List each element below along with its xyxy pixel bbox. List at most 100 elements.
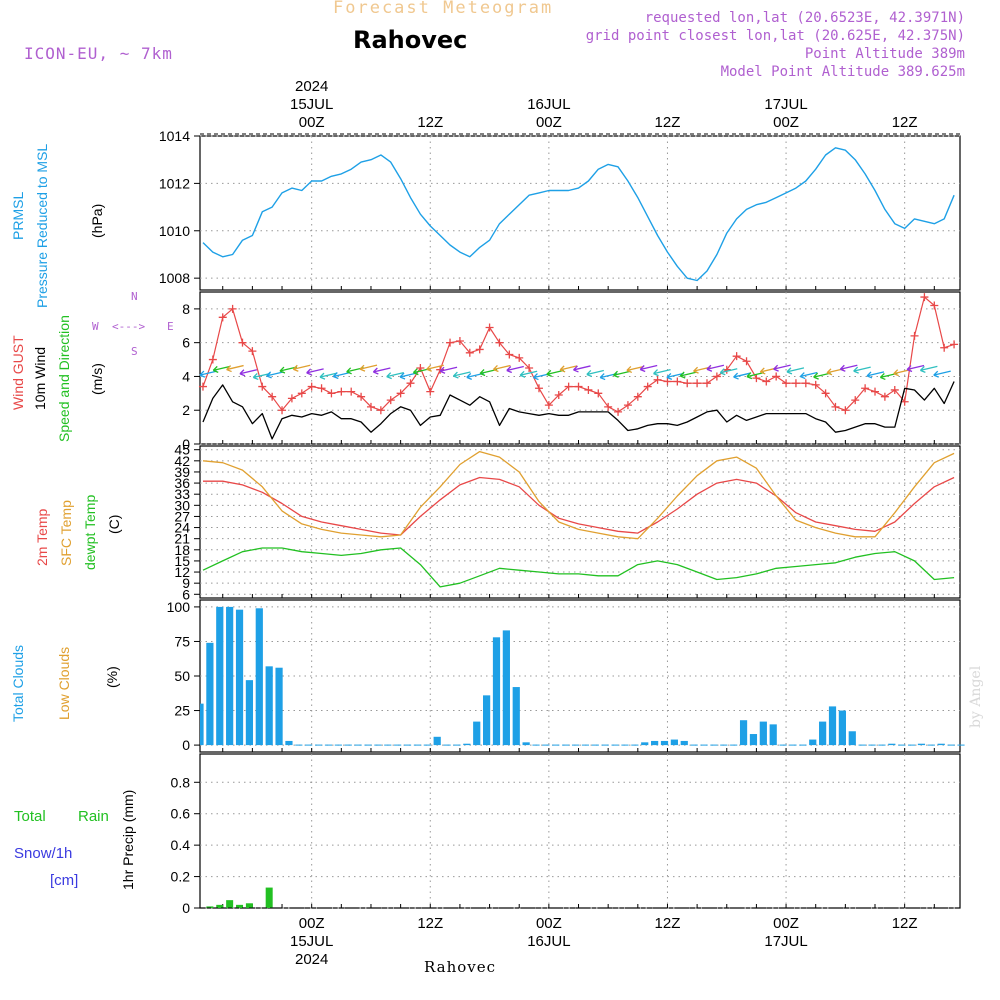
cloud-bar <box>483 695 491 746</box>
wind-direction-arrow <box>639 364 658 373</box>
top-time-label: 17JUL <box>764 96 807 113</box>
precip-bar <box>265 887 273 908</box>
clouds-ytick-label: 75 <box>174 633 190 649</box>
top-time-label: 12Z <box>892 114 918 131</box>
temperature-ytick-label: 18 <box>174 542 190 558</box>
wind-direction-arrow <box>906 364 925 373</box>
gust-point <box>337 387 346 396</box>
wind-direction-arrow <box>559 365 578 373</box>
temperature-ytick-label: 33 <box>174 486 190 502</box>
wind-label: 10m Wind <box>32 346 48 410</box>
clouds-ytick-label: 50 <box>174 668 190 684</box>
top-time-label: 12Z <box>655 114 681 131</box>
wind-ytick-label: 4 <box>182 368 190 384</box>
wind-series-line <box>202 381 955 440</box>
cloud-bar <box>512 687 520 746</box>
temperature-ytick-label: 39 <box>174 464 190 480</box>
precip-bar <box>216 904 224 908</box>
gust-point <box>950 340 959 349</box>
wind-direction-arrow <box>746 371 765 380</box>
product-title: Forecast Meteogram <box>333 0 554 18</box>
wind-direction-arrow <box>492 364 511 373</box>
wind-direction-arrow <box>239 369 258 377</box>
cloud-bar <box>819 721 827 746</box>
wind-ytick-label: 6 <box>182 335 190 351</box>
gust-point <box>208 355 217 364</box>
wind-ytick-label: 0 <box>182 436 190 452</box>
temperature-ytick-label: 15 <box>174 553 190 569</box>
gust-point <box>198 382 207 391</box>
clouds-ytick-label: 0 <box>182 737 190 753</box>
gust-point <box>880 392 889 401</box>
temp-unit: (C) <box>106 514 122 534</box>
gust-point <box>357 392 366 401</box>
point-altitude: Point Altitude 389m <box>804 46 965 62</box>
gust-point <box>297 389 306 398</box>
gust-point <box>890 385 899 394</box>
temperature-ytick-label: 24 <box>174 520 190 536</box>
clouds-ytick-label: 100 <box>167 599 191 615</box>
gust-point <box>446 338 455 347</box>
precip-unit: 1hr Precip (mm) <box>120 789 136 890</box>
cloud-bar <box>255 608 263 746</box>
snow-label: Snow/1h <box>14 845 73 862</box>
gust-point <box>930 301 939 310</box>
gust-point <box>228 304 237 313</box>
wind-direction-arrow <box>266 371 284 379</box>
wind-direction-arrow <box>439 366 458 374</box>
location-title: Rahovec <box>353 26 468 54</box>
cloud-bar <box>433 736 441 746</box>
wind-direction-arrow <box>933 370 951 378</box>
temperature-frame <box>199 445 961 599</box>
gust-point <box>248 347 257 356</box>
wind-unit: (m/s) <box>89 363 105 395</box>
gust-point <box>742 357 751 366</box>
gust-point <box>278 406 287 415</box>
footer-location: Rahovec <box>424 958 497 976</box>
precip-total-label: Total <box>14 808 46 825</box>
temperature-ytick-label: 12 <box>174 564 190 580</box>
cloud-bar <box>235 609 244 746</box>
bottom-time-label: 00Z <box>299 915 325 932</box>
gust-point <box>614 407 623 416</box>
total-clouds-label: Total Clouds <box>10 644 26 722</box>
cloud-bar <box>463 743 471 746</box>
gust-point <box>594 389 603 398</box>
gust-point <box>643 382 652 391</box>
tsfc-label: SFC Temp <box>58 500 74 566</box>
precip-bar <box>236 904 244 908</box>
cloud-bar <box>749 734 758 746</box>
gust-point <box>327 389 336 398</box>
gust-point <box>712 372 721 381</box>
bottom-time-label: 00Z <box>536 915 562 932</box>
gust-point <box>268 392 277 401</box>
gust-point <box>386 396 395 405</box>
gust-point <box>920 293 929 302</box>
gust-point <box>436 365 445 374</box>
gust-point <box>791 379 800 388</box>
gust-point <box>900 397 909 406</box>
pressure-unit: (hPa) <box>89 203 105 238</box>
gust-point <box>811 380 820 389</box>
dewpt-series-line <box>202 547 955 588</box>
top-time-label: 00Z <box>299 114 325 131</box>
precip-bar <box>206 906 214 908</box>
gust-point <box>633 392 642 401</box>
wind-direction-arrow <box>359 364 378 372</box>
temperature-ytick-label: 27 <box>174 508 190 524</box>
gust-point <box>584 385 593 394</box>
rose-south: S <box>131 345 138 358</box>
cloud-bar <box>473 721 481 746</box>
cloud-bar <box>848 731 856 746</box>
wind-direction-arrow <box>799 371 818 380</box>
cloud-bar <box>502 630 510 746</box>
rose-north: N <box>131 290 138 303</box>
bottom-time-label: 16JUL <box>527 933 570 950</box>
gust-point <box>653 375 662 384</box>
cloud-bar <box>206 642 214 746</box>
gust-point <box>287 394 296 403</box>
temperature-ytick-label: 21 <box>174 531 190 547</box>
gust-point <box>752 374 761 383</box>
top-time-label: 15JUL <box>290 96 333 113</box>
gust-label: Wind GUST <box>10 335 26 410</box>
